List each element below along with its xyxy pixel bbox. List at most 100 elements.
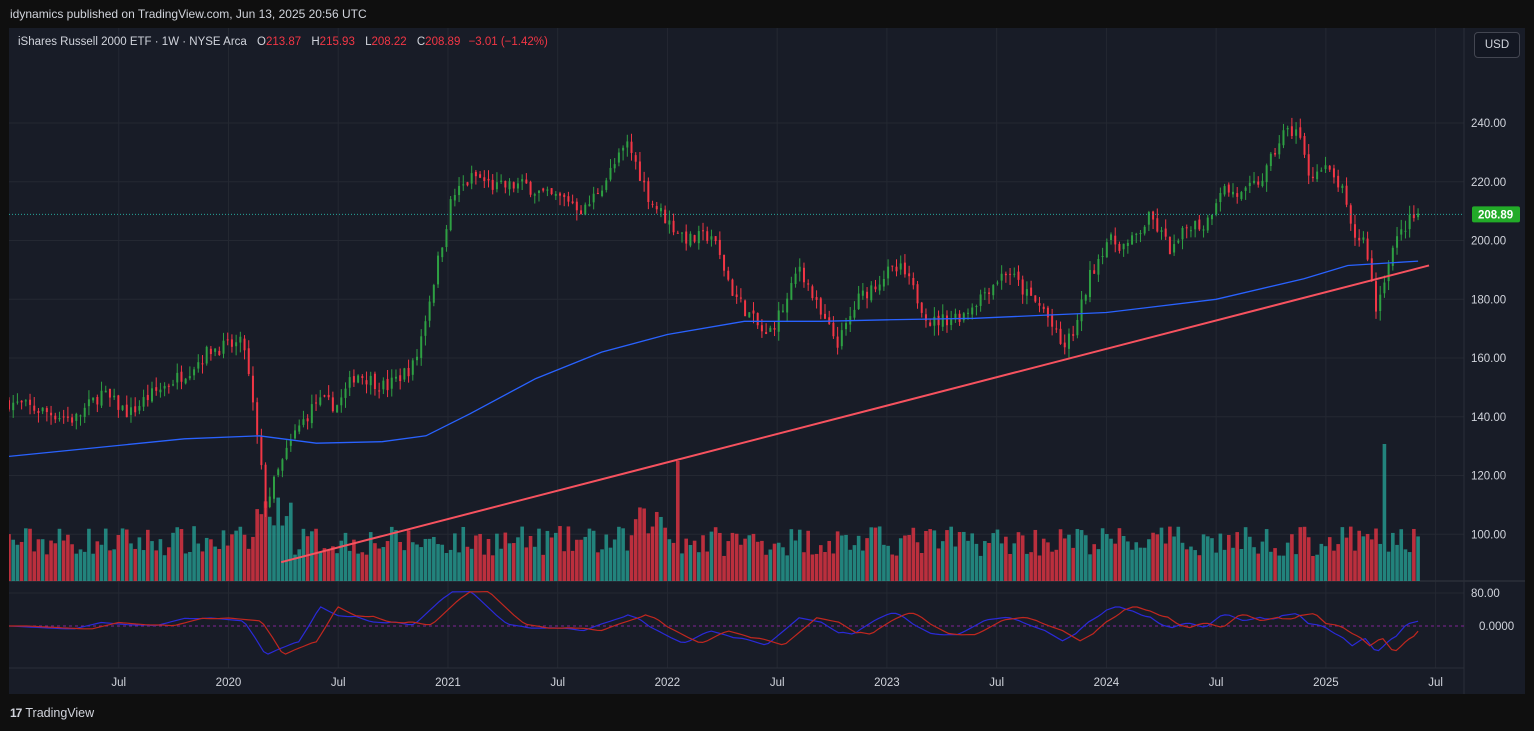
volume-bar: [688, 545, 693, 581]
candle-body: [92, 397, 95, 401]
volume-bar: [78, 549, 83, 581]
volume-bar: [915, 542, 920, 581]
candle-body: [1093, 270, 1096, 274]
volume-bar: [1050, 551, 1054, 581]
candle-body: [916, 284, 919, 304]
candle-body: [172, 384, 175, 386]
volume-bar: [646, 533, 651, 581]
volume-bar: [1412, 528, 1416, 581]
volume-bar: [709, 531, 714, 581]
volume-bar: [1096, 549, 1101, 581]
candle-body: [134, 406, 137, 413]
candle-body: [945, 315, 948, 326]
candle-body: [1168, 236, 1171, 255]
volume-bar: [991, 533, 996, 581]
candle-body: [508, 181, 511, 190]
candle-body: [193, 369, 196, 376]
volume-bar: [1189, 546, 1193, 581]
volume-bar: [499, 548, 503, 581]
volume-bar: [1298, 527, 1303, 581]
candle-body: [1311, 176, 1314, 179]
volume-bar: [1273, 548, 1277, 581]
candle-body: [971, 307, 974, 315]
candle-body: [1063, 342, 1066, 348]
volume-bar: [692, 540, 697, 581]
volume-bar: [936, 548, 941, 581]
volume-bar: [465, 546, 470, 581]
candle-body: [1067, 333, 1070, 349]
candle-body: [882, 278, 885, 287]
volume-bar: [768, 549, 773, 581]
volume-bar: [1395, 544, 1399, 581]
candle-body: [1206, 217, 1209, 231]
volume-bar: [1269, 551, 1273, 581]
candle-body: [176, 372, 179, 383]
candle-body: [1223, 186, 1226, 195]
volume-bar: [1117, 528, 1122, 581]
candle-body: [129, 407, 132, 415]
volume-bar: [1172, 536, 1176, 581]
volume-bar: [99, 544, 104, 581]
volume-bar: [453, 533, 457, 581]
candle-body: [264, 464, 267, 508]
candle-body: [760, 325, 763, 332]
volume-bar: [814, 553, 819, 581]
volume-bar: [549, 537, 554, 581]
candle-body: [908, 273, 911, 277]
volume-bar: [234, 530, 238, 581]
candle-body: [1034, 295, 1037, 302]
open-value: 213.87: [265, 36, 302, 48]
candle-body: [613, 164, 616, 169]
volume-bar: [112, 549, 116, 581]
candle-body: [1110, 234, 1113, 241]
currency-button[interactable]: USD: [1474, 32, 1520, 58]
volume-bar: [326, 550, 331, 581]
price-chart[interactable]: 80.00 100.00 120.00 140.00 160.00 180.00 200.0…: [9, 28, 1525, 694]
volume-bar: [743, 538, 747, 581]
candle-body: [550, 188, 553, 195]
volume-bar: [1256, 553, 1261, 581]
candle-body: [592, 193, 595, 203]
volume-bar: [1138, 547, 1143, 581]
candle-body: [20, 400, 23, 403]
volume-bar: [667, 539, 672, 581]
chart-pane[interactable]: 80.00 100.00 120.00 140.00 160.00 180.00 200.0…: [9, 28, 1525, 694]
candle-body: [1160, 230, 1163, 232]
volume-bar: [146, 529, 150, 581]
volume-bar: [356, 553, 360, 581]
low-label: L: [365, 36, 372, 48]
volume-bar: [310, 531, 314, 581]
volume-bar: [440, 544, 445, 581]
high-label: H: [311, 36, 320, 48]
volume-bar: [1311, 555, 1315, 581]
volume-bar: [1374, 528, 1378, 581]
volume-bar: [907, 534, 911, 581]
candle-body: [584, 204, 587, 215]
symbol-legend: iShares Russell 2000 ETF · 1W · NYSE Arc…: [18, 36, 548, 48]
volume-bar: [478, 533, 482, 581]
candle-body: [1097, 258, 1100, 275]
candle-body: [104, 390, 107, 393]
x-tick-label: 2020: [216, 677, 242, 689]
volume-bar: [949, 526, 953, 581]
volume-bar: [120, 528, 125, 581]
candle-body: [563, 194, 566, 198]
candle-body: [1025, 289, 1028, 296]
candle-body: [798, 266, 801, 272]
candle-body: [651, 203, 654, 205]
volume-bar: [726, 541, 731, 581]
candle-body: [357, 375, 360, 383]
candle-body: [365, 380, 368, 385]
footer-brand[interactable]: 17 TradingView: [10, 706, 94, 720]
candle-body: [786, 298, 789, 313]
volume-bar: [751, 533, 756, 581]
volume-bar: [339, 540, 344, 581]
candle-body: [29, 399, 32, 405]
candle-body: [1282, 130, 1285, 146]
candle-body: [567, 196, 570, 202]
candle-body: [209, 348, 212, 355]
volume-bar: [718, 532, 722, 581]
candle-body: [996, 282, 999, 284]
candle-body: [495, 182, 498, 190]
candle-body: [840, 330, 843, 347]
